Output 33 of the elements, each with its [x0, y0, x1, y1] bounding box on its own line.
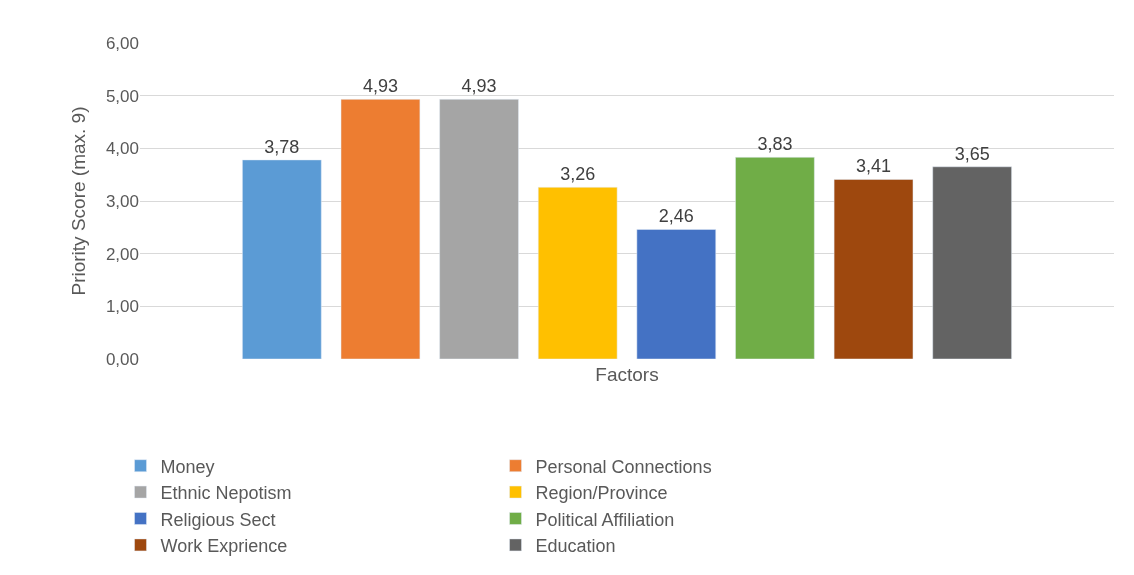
bar	[735, 157, 815, 359]
data-label: 2,46	[658, 206, 694, 227]
bar	[636, 229, 717, 359]
y-axis-title: Priority Score (max. 9)	[67, 106, 89, 296]
y-tick-label: 3,00	[105, 191, 139, 211]
bar	[932, 166, 1012, 359]
y-tick-label: 2,00	[105, 244, 139, 264]
y-tick-label: 0,00	[105, 349, 139, 369]
bar	[439, 99, 519, 359]
y-tick-label: 1,00	[105, 297, 139, 317]
legend-label: Political Affiliation	[535, 509, 675, 530]
y-tick-label: 6,00	[105, 33, 139, 53]
y-tick-label: 4,00	[105, 139, 139, 159]
data-label: 3,41	[856, 156, 892, 177]
data-label: 3,26	[560, 164, 596, 185]
data-label: 3,65	[954, 143, 990, 164]
legend-label: Work Exprience	[160, 535, 288, 556]
legend-label: Education	[535, 535, 616, 556]
data-label: 4,93	[461, 76, 497, 97]
legend-label: Region/Province	[535, 483, 668, 504]
bar	[833, 179, 914, 359]
data-label: 3,83	[757, 134, 793, 155]
bar	[340, 99, 421, 359]
x-axis-title: Factors	[595, 363, 659, 385]
bar	[537, 187, 618, 359]
y-tick-label: 5,00	[105, 86, 139, 106]
data-label: 3,78	[264, 136, 300, 157]
bar	[242, 159, 322, 359]
data-label: 4,93	[362, 76, 398, 97]
legend-label: Ethnic Nepotism	[160, 483, 292, 504]
legend-label: Religious Sect	[160, 509, 276, 530]
legend-label: Personal Connections	[535, 456, 712, 477]
legend-label: Money	[160, 456, 215, 477]
